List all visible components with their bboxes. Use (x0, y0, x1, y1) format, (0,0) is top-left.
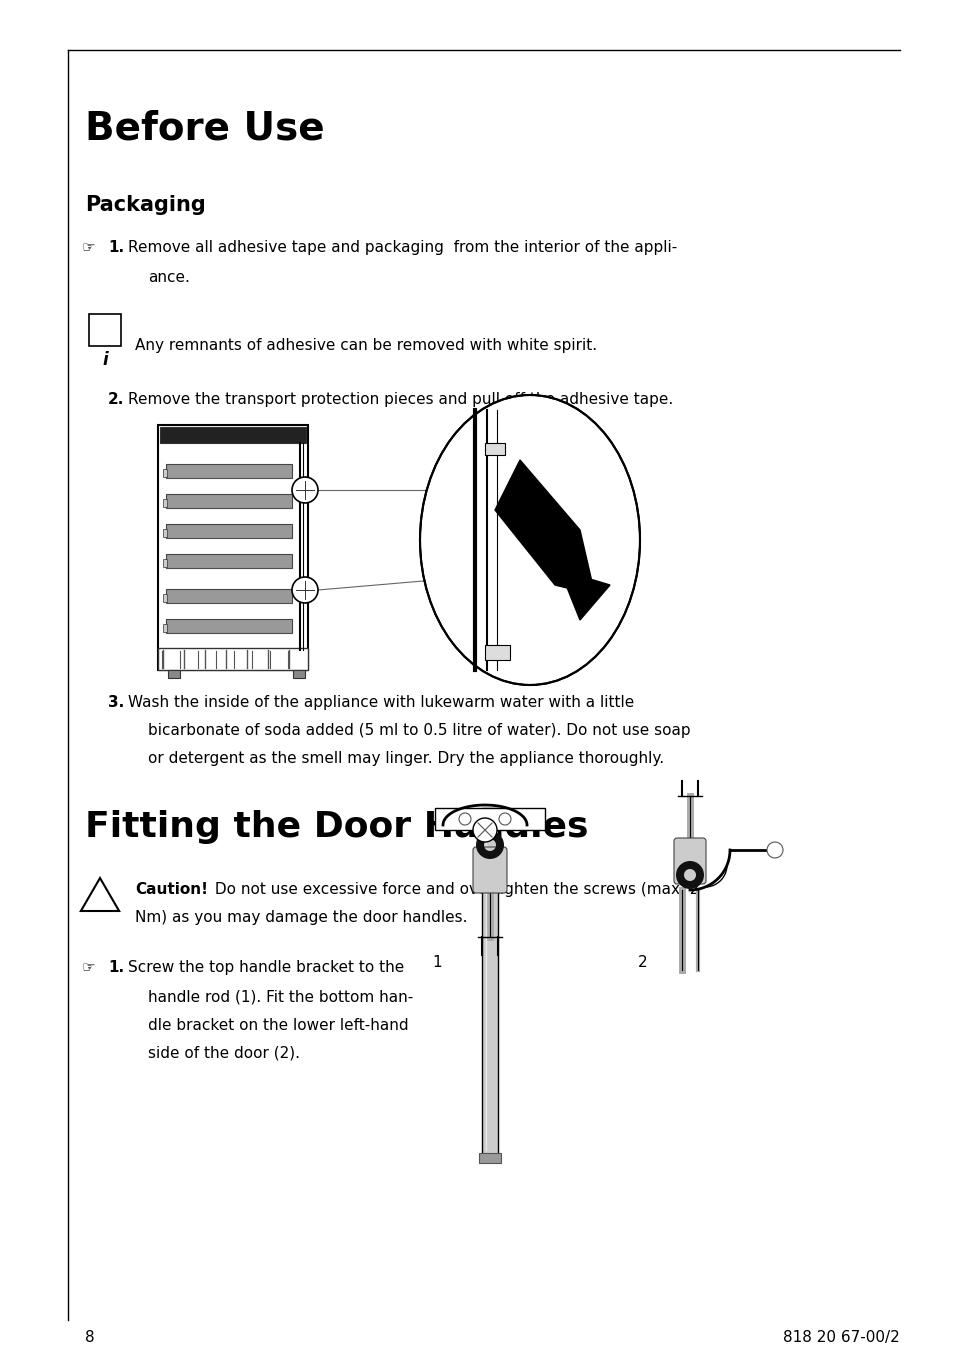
Text: ☞: ☞ (82, 241, 95, 256)
Bar (158, 648, 308, 671)
Text: dle bracket on the lower left-hand: dle bracket on the lower left-hand (148, 1018, 408, 1033)
Text: Remove the transport protection pieces and pull off the adhesive tape.: Remove the transport protection pieces a… (128, 392, 673, 407)
Bar (166, 554, 292, 568)
Text: Screw the top handle bracket to the: Screw the top handle bracket to the (128, 960, 404, 975)
Text: 1.: 1. (108, 241, 124, 256)
Bar (168, 671, 180, 677)
FancyBboxPatch shape (473, 846, 506, 894)
Text: Before Use: Before Use (85, 110, 324, 147)
Bar (166, 525, 292, 538)
Bar (160, 427, 306, 443)
Text: 818 20 67-00/2: 818 20 67-00/2 (782, 1330, 899, 1345)
Text: 1.: 1. (108, 960, 124, 975)
Wedge shape (476, 831, 503, 859)
Text: 3.: 3. (108, 695, 124, 710)
Bar (478, 1153, 500, 1163)
Text: Fitting the Door Handles: Fitting the Door Handles (85, 810, 588, 844)
Text: Remove all adhesive tape and packaging  from the interior of the appli-: Remove all adhesive tape and packaging f… (128, 241, 677, 256)
Text: Nm) as you may damage the door handles.: Nm) as you may damage the door handles. (135, 910, 467, 925)
Bar (163, 499, 167, 507)
Bar (166, 619, 292, 633)
Text: 2.: 2. (108, 392, 124, 407)
Bar (166, 589, 292, 603)
Text: i: i (102, 352, 108, 369)
Circle shape (458, 813, 471, 825)
Text: 8: 8 (85, 1330, 94, 1345)
FancyBboxPatch shape (673, 838, 705, 884)
Bar (163, 625, 167, 631)
Polygon shape (559, 571, 609, 621)
Bar (158, 425, 308, 671)
Text: bicarbonate of soda added (5 ml to 0.5 litre of water). Do not use soap: bicarbonate of soda added (5 ml to 0.5 l… (148, 723, 690, 738)
Text: Caution!: Caution! (135, 882, 208, 896)
Bar (163, 529, 167, 537)
Bar (484, 645, 510, 660)
Text: or detergent as the smell may linger. Dry the appliance thoroughly.: or detergent as the smell may linger. Dr… (148, 750, 663, 767)
Text: side of the door (2).: side of the door (2). (148, 1046, 299, 1061)
Text: 2: 2 (638, 955, 647, 969)
Bar (166, 493, 292, 508)
FancyBboxPatch shape (89, 314, 121, 346)
Polygon shape (81, 877, 119, 911)
Ellipse shape (419, 395, 639, 685)
Circle shape (473, 818, 497, 842)
Circle shape (498, 813, 511, 825)
Wedge shape (676, 861, 703, 890)
Circle shape (292, 477, 317, 503)
Text: ☞: ☞ (82, 960, 95, 975)
Bar (163, 558, 167, 566)
Text: !: ! (96, 895, 103, 910)
Text: Packaging: Packaging (85, 195, 206, 215)
Bar (435, 808, 544, 830)
Text: Any remnants of adhesive can be removed with white spirit.: Any remnants of adhesive can be removed … (135, 338, 597, 353)
Polygon shape (495, 460, 595, 595)
Text: 1: 1 (432, 955, 441, 969)
Circle shape (292, 577, 317, 603)
Bar (163, 594, 167, 602)
Bar (293, 671, 305, 677)
Circle shape (766, 842, 782, 859)
Text: handle rod (1). Fit the bottom han-: handle rod (1). Fit the bottom han- (148, 990, 413, 1005)
Bar (481, 808, 497, 1155)
Bar (484, 443, 504, 456)
Bar (166, 464, 292, 479)
Text: Wash the inside of the appliance with lukewarm water with a little: Wash the inside of the appliance with lu… (128, 695, 634, 710)
Text: ance.: ance. (148, 270, 190, 285)
Text: Do not use excessive force and overtighten the screws (max. 2: Do not use excessive force and overtight… (210, 882, 699, 896)
Bar (163, 469, 167, 477)
